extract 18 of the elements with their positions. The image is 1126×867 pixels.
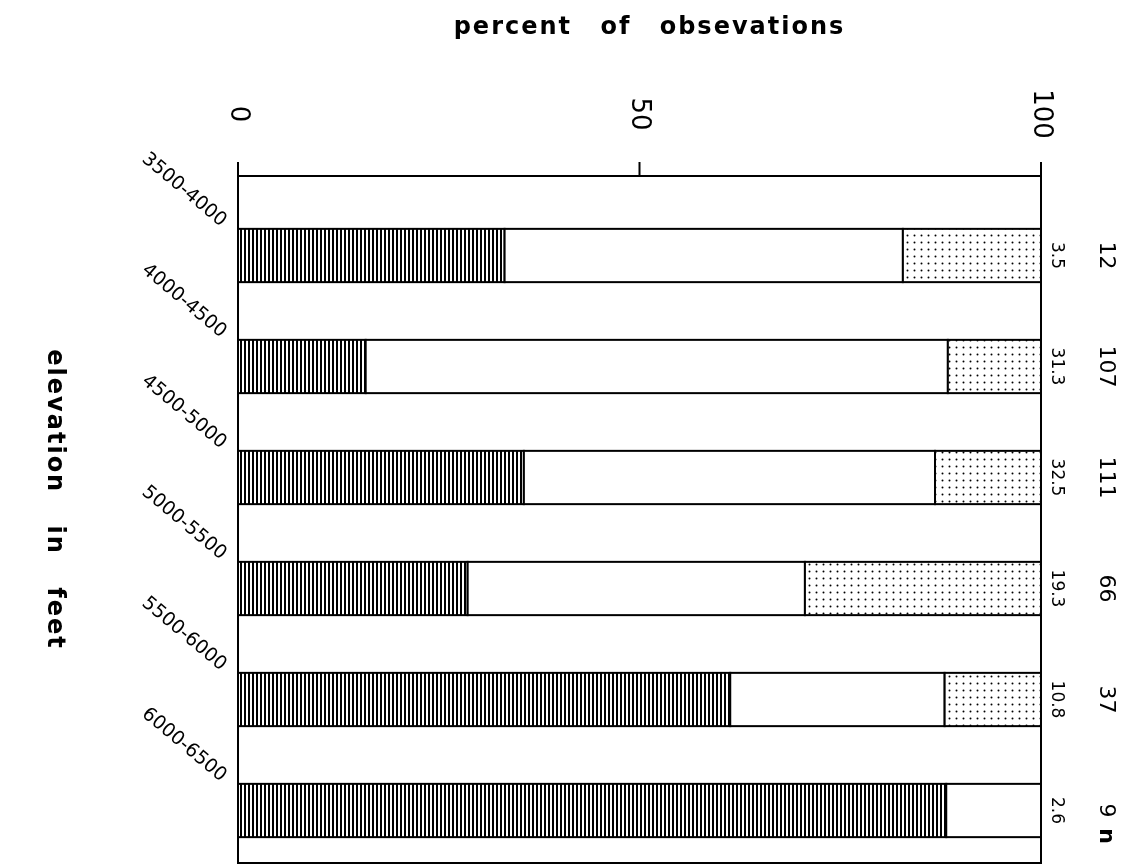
text: 9 xyxy=(1095,803,1120,818)
text: 10.8 xyxy=(1048,680,1068,719)
text: 111 xyxy=(1095,456,1120,499)
text: 12 xyxy=(1095,241,1120,270)
y-axis-title: elevation in feet xyxy=(42,349,70,650)
x-axis-title: percent of obsevations xyxy=(453,12,846,40)
text: 3.5 xyxy=(1048,241,1068,270)
text: 66 xyxy=(1095,574,1120,603)
text: n xyxy=(1095,828,1120,844)
text: 37 xyxy=(1095,685,1120,714)
x-tick-label: 100 xyxy=(1027,89,1058,139)
text: 32.5 xyxy=(1048,458,1068,497)
x-tick-label: 50 xyxy=(626,97,656,131)
text: 107 xyxy=(1095,345,1120,388)
text: 31.3 xyxy=(1048,347,1068,386)
x-tick-label: 0 xyxy=(224,105,255,123)
text: 19.3 xyxy=(1048,569,1068,608)
text: 2.6 xyxy=(1048,796,1068,825)
